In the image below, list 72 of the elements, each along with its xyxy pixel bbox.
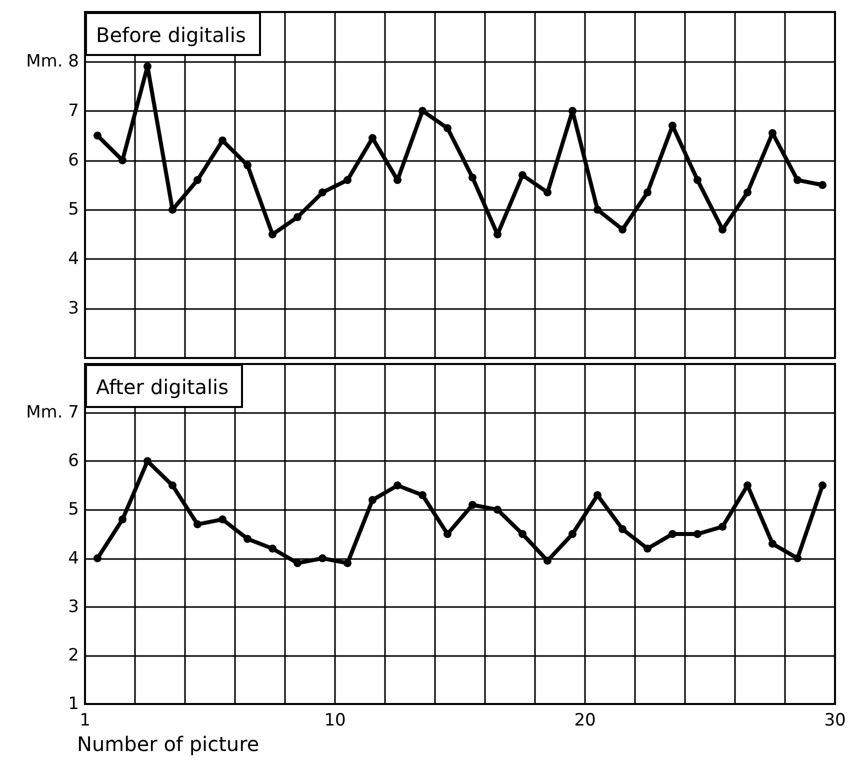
point xyxy=(768,540,776,548)
y-tick-label: 6 xyxy=(68,150,79,170)
point xyxy=(168,206,176,214)
point xyxy=(568,530,576,538)
y-tick-label: 7 xyxy=(68,100,79,121)
point xyxy=(268,230,276,238)
point xyxy=(194,176,202,184)
y-tick-label: Mm. 7 xyxy=(26,402,79,423)
point xyxy=(618,225,626,234)
y-tick-label: 2 xyxy=(68,645,79,666)
x-axis-title: Number of picture xyxy=(77,732,260,756)
x-tick-label: 20 xyxy=(574,710,596,730)
point xyxy=(268,544,276,553)
y-tick-label: 3 xyxy=(68,596,79,617)
point xyxy=(218,515,226,524)
point xyxy=(318,554,326,562)
y-tick-label: 5 xyxy=(68,500,79,520)
point xyxy=(418,106,426,115)
point xyxy=(794,176,802,184)
point xyxy=(368,496,376,504)
point xyxy=(294,559,302,568)
point xyxy=(468,500,476,509)
point xyxy=(144,457,152,466)
point xyxy=(594,491,602,500)
point xyxy=(518,171,526,180)
text: Before digitalis xyxy=(96,23,246,47)
y-tick-label: 1 xyxy=(68,694,79,714)
point xyxy=(168,481,176,490)
point xyxy=(694,530,702,538)
point xyxy=(418,491,426,500)
text: After digitalis xyxy=(96,375,229,399)
point xyxy=(244,534,252,543)
x-tick-label: 10 xyxy=(324,710,346,730)
point xyxy=(218,136,226,145)
point xyxy=(568,106,576,115)
point xyxy=(468,174,476,182)
point xyxy=(668,530,676,538)
point xyxy=(444,530,452,538)
point xyxy=(618,525,626,534)
point xyxy=(544,556,552,565)
x-tick-label: 30 xyxy=(824,710,846,730)
point xyxy=(644,188,652,196)
point xyxy=(94,554,102,562)
y-tick-label: 5 xyxy=(68,200,79,220)
y-tick-label: 6 xyxy=(68,451,79,472)
point xyxy=(118,515,126,524)
y-tick-label: Mm. 8 xyxy=(26,51,79,72)
point xyxy=(194,520,202,528)
point xyxy=(694,176,702,184)
point xyxy=(244,161,252,170)
point xyxy=(318,188,326,196)
point xyxy=(644,544,652,553)
point xyxy=(518,530,526,538)
point xyxy=(344,176,352,184)
point xyxy=(344,559,352,568)
y-tick-label: 4 xyxy=(68,249,79,270)
point xyxy=(718,522,726,531)
point xyxy=(294,213,302,222)
point xyxy=(594,206,602,214)
point xyxy=(818,481,826,490)
point xyxy=(544,188,552,196)
point xyxy=(118,156,126,164)
point xyxy=(818,181,826,189)
point xyxy=(394,481,402,490)
point xyxy=(94,132,102,140)
point xyxy=(494,506,502,514)
point xyxy=(794,554,802,562)
y-tick-label: 4 xyxy=(68,548,79,568)
point xyxy=(444,124,452,132)
point xyxy=(144,62,152,70)
point xyxy=(744,188,752,196)
y-tick-label: 3 xyxy=(68,298,79,319)
